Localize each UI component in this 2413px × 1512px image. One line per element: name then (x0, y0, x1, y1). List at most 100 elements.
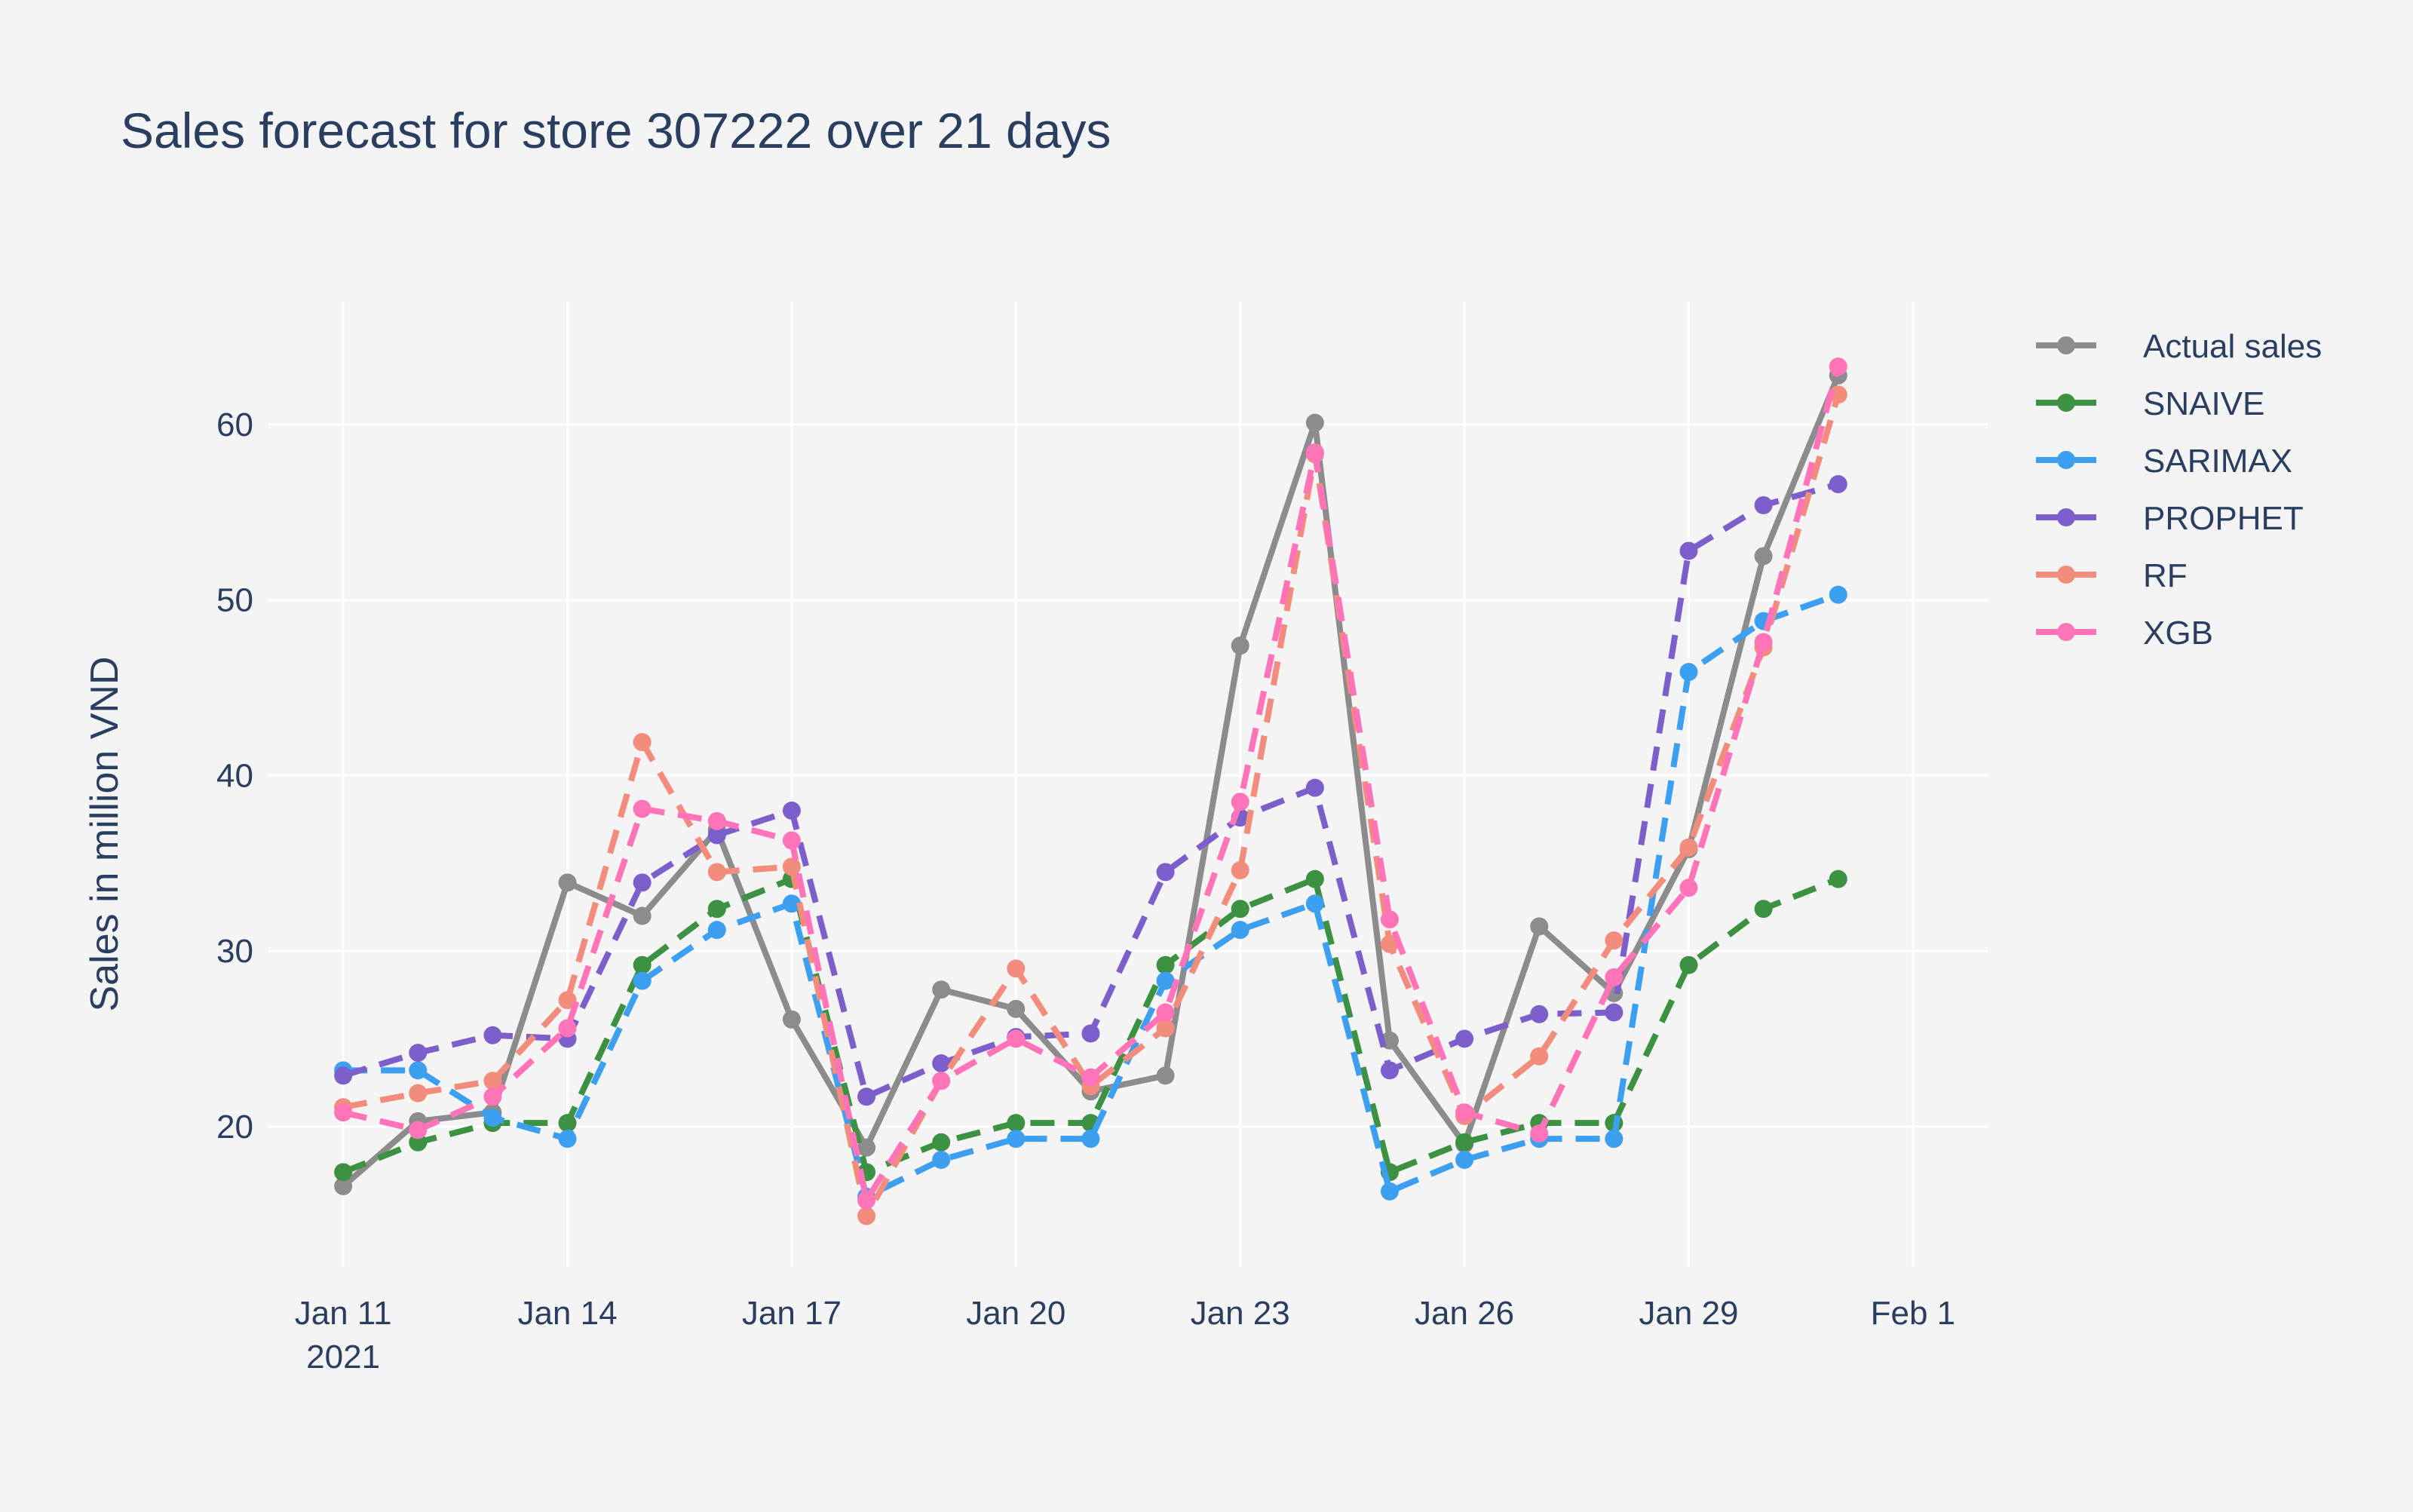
data-point (409, 1084, 428, 1103)
data-point (334, 1176, 353, 1195)
data-point (1530, 917, 1549, 936)
data-point (1081, 1024, 1100, 1043)
data-point (1455, 1151, 1474, 1170)
data-point (1305, 869, 1324, 888)
data-point (1231, 921, 1249, 940)
legend[interactable]: Actual sales SNAIVE SARIMAX PROPHET RF XGB (2036, 328, 2322, 652)
data-point (1156, 955, 1175, 974)
data-point (782, 1010, 801, 1029)
data-point (1380, 934, 1399, 953)
data-point (707, 921, 726, 940)
data-point (1530, 1004, 1549, 1023)
legend-item-rf[interactable]: RF (2036, 557, 2188, 594)
legend-item-prophet[interactable]: PROPHET (2036, 500, 2304, 537)
series-lines (334, 357, 1847, 1225)
data-point (782, 857, 801, 876)
data-point (633, 906, 652, 925)
data-point (1455, 1133, 1474, 1152)
data-point (707, 826, 726, 845)
x-tick-label: Jan 14 (517, 1295, 617, 1332)
data-point (1231, 636, 1249, 655)
series-xgb (334, 357, 1847, 1210)
legend-label: SNAIVE (2143, 385, 2264, 422)
data-point (1455, 1103, 1474, 1122)
data-point (334, 1163, 353, 1182)
data-point (633, 873, 652, 892)
series-line-rf (342, 394, 1841, 1219)
x-tick-label: Jan 17 (742, 1295, 842, 1332)
legend-item-actual-sales[interactable]: Actual sales (2036, 328, 2322, 365)
legend-item-snaive[interactable]: SNAIVE (2036, 385, 2264, 422)
legend-label: Actual sales (2143, 328, 2322, 365)
data-point (558, 1114, 577, 1133)
legend-label: PROPHET (2143, 500, 2304, 537)
legend-swatch-marker (2057, 336, 2075, 354)
data-point (1829, 585, 1847, 604)
y-tick-label: 50 (216, 582, 253, 619)
legend-item-sarimax[interactable]: SARIMAX (2036, 443, 2292, 480)
data-point (1754, 495, 1773, 514)
data-point (857, 1087, 876, 1106)
data-point (1156, 1066, 1175, 1085)
data-point (1007, 1130, 1026, 1149)
data-point (1380, 910, 1399, 929)
data-point (334, 1066, 353, 1085)
data-point (1679, 541, 1698, 560)
data-point (1231, 861, 1249, 880)
data-point (334, 1103, 353, 1122)
y-tick-label: 40 (216, 757, 253, 794)
data-point (1007, 999, 1026, 1018)
data-point (633, 971, 652, 990)
data-point (1081, 1130, 1100, 1149)
y-tick-label: 60 (216, 406, 253, 443)
data-point (1679, 955, 1698, 974)
legend-label: RF (2143, 557, 2188, 594)
y-tick-label: 20 (216, 1109, 253, 1146)
data-point (558, 1019, 577, 1038)
data-point (1605, 931, 1623, 950)
data-point (782, 894, 801, 913)
data-point (483, 1109, 502, 1127)
x-tick-label: Jan 11 (295, 1295, 392, 1332)
data-point (1605, 1003, 1623, 1022)
series-line-sarimax (343, 591, 1840, 1200)
data-point (1605, 1130, 1623, 1149)
legend-item-xgb[interactable]: XGB (2036, 615, 2213, 652)
data-point (857, 1207, 876, 1225)
data-point (1007, 1029, 1026, 1048)
data-point (1081, 1068, 1100, 1087)
legend-swatch-marker (2057, 623, 2075, 641)
y-tick-label: 30 (216, 933, 253, 970)
axes: 20 30 40 50 60 Jan 11 2021 Jan 14 Jan 17 Jan 20 Ja… (216, 406, 1955, 1376)
x-tick-label: Jan 23 (1191, 1295, 1290, 1332)
data-point (1380, 1182, 1399, 1201)
data-point (483, 1087, 502, 1106)
data-point (1754, 633, 1773, 652)
series-sarimax (334, 585, 1847, 1206)
y-axis-title: Sales in million VND (83, 656, 127, 1011)
x-tick-label: Feb 1 (1871, 1295, 1956, 1332)
data-point (1007, 1114, 1026, 1133)
data-point (1530, 1047, 1549, 1066)
data-point (932, 1054, 951, 1073)
data-point (633, 733, 652, 752)
data-point (1829, 869, 1847, 888)
data-point (633, 799, 652, 818)
data-point (558, 1130, 577, 1149)
data-point (1754, 900, 1773, 919)
data-point (1231, 793, 1249, 811)
data-point (932, 1151, 951, 1170)
data-point (932, 1133, 951, 1152)
data-point (1829, 475, 1847, 494)
data-point (857, 1138, 876, 1157)
legend-swatch-marker (2057, 451, 2075, 469)
data-point (782, 831, 801, 850)
data-point (1754, 547, 1773, 566)
data-point (1305, 443, 1324, 462)
data-point (483, 1072, 502, 1090)
x-tick-label: Jan 29 (1639, 1295, 1738, 1332)
data-point (1156, 863, 1175, 882)
legend-swatch-marker (2057, 566, 2075, 584)
